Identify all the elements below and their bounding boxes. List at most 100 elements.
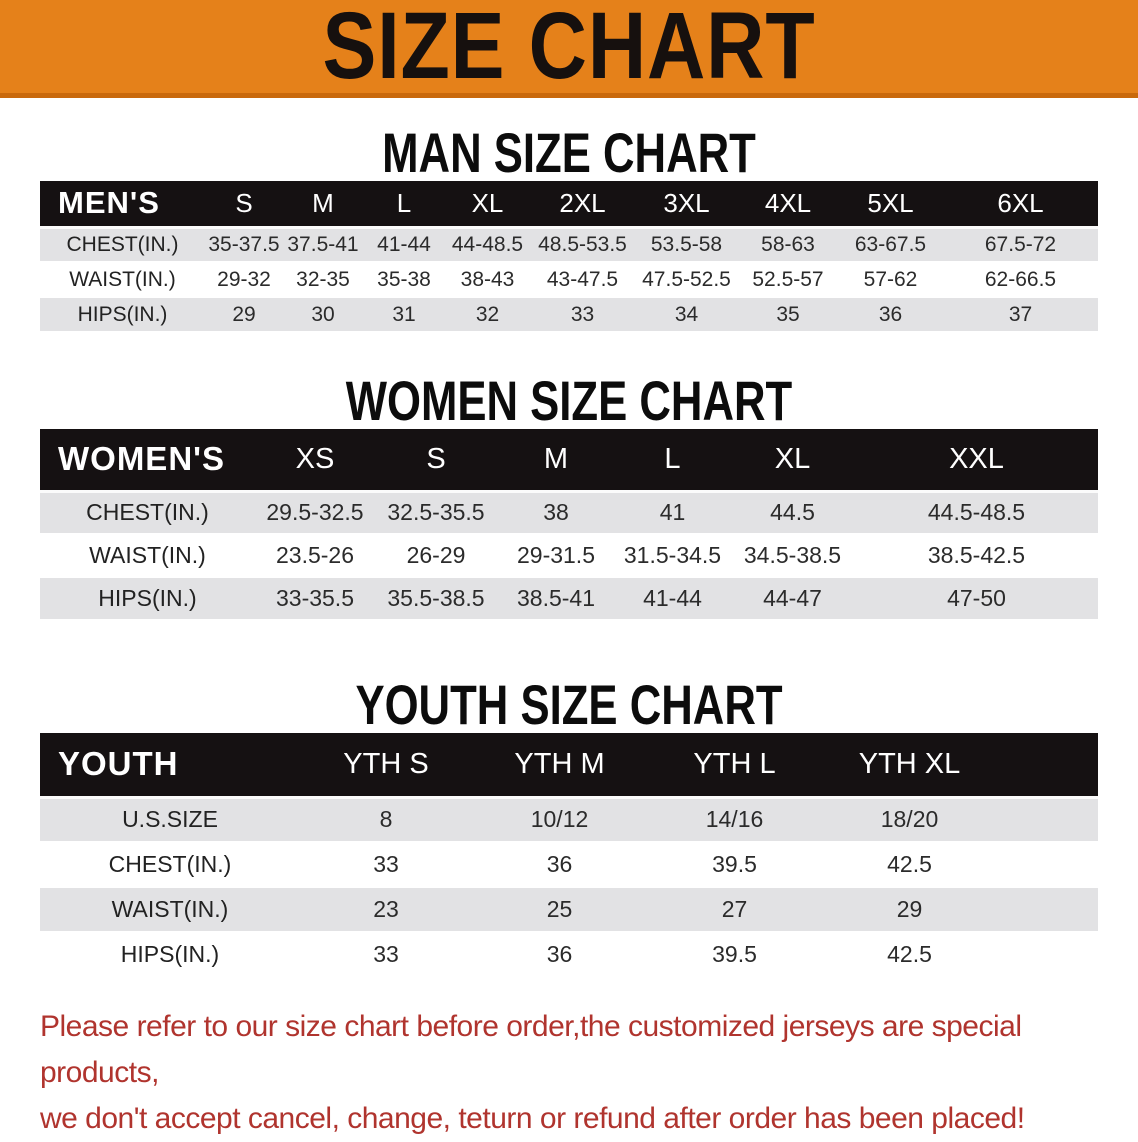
size-cell: 42.5 <box>822 932 997 978</box>
size-cell: 10/12 <box>472 795 647 843</box>
youth-header-row: YOUTH YTH S YTH M YTH L YTH XL <box>40 733 1098 797</box>
man-size-header: 3XL <box>663 187 710 218</box>
man-corner-label: MEN'S <box>58 185 160 221</box>
size-cell: 23 <box>300 887 472 933</box>
man-header-row: MEN'S S M L XL 2XL 3XL 4XL 5XL 6XL <box>40 181 1098 227</box>
size-cell: 34.5-38.5 <box>730 534 855 578</box>
youth-size-header: YTH L <box>693 747 776 780</box>
size-cell: 32 <box>445 297 530 333</box>
youth-size-section: YOUTH SIZE CHART YOUTH YTH S YTH M YTH L… <box>0 677 1138 978</box>
banner-title: SIZE CHART <box>322 0 816 99</box>
youth-ussize-row: U.S.SIZE 8 10/12 14/16 18/20 <box>40 795 1098 843</box>
size-cell: 30 <box>283 297 363 333</box>
women-corner-label: WOMEN'S <box>58 440 226 478</box>
size-cell: 31.5-34.5 <box>615 534 730 578</box>
man-size-header: 4XL <box>764 187 812 218</box>
size-cell: 31 <box>363 297 445 333</box>
spacer-cell <box>997 842 1098 888</box>
women-size-header: XL <box>774 442 811 475</box>
row-label: HIPS(IN.) <box>40 297 205 333</box>
youth-section-heading: YOUTH SIZE CHART <box>355 673 783 736</box>
size-cell: 35 <box>738 297 838 333</box>
size-cell: 26-29 <box>375 534 497 578</box>
size-cell: 44.5 <box>730 489 855 535</box>
size-cell: 36 <box>472 932 647 978</box>
size-cell: 47-50 <box>855 577 1098 621</box>
size-cell: 18/20 <box>822 795 997 843</box>
size-cell: 29.5-32.5 <box>255 489 375 535</box>
size-cell: 42.5 <box>822 842 997 888</box>
man-size-header: 6XL <box>997 187 1044 218</box>
man-size-header: S <box>235 187 253 218</box>
size-cell: 27 <box>647 887 822 933</box>
man-waist-row: WAIST(IN.) 29-32 32-35 35-38 38-43 43-47… <box>40 262 1098 298</box>
size-cell: 38.5-41 <box>497 577 615 621</box>
size-cell: 35-38 <box>363 262 445 298</box>
size-cell: 63-67.5 <box>838 225 943 263</box>
spacer-cell <box>997 887 1098 933</box>
size-cell: 36 <box>472 842 647 888</box>
size-cell: 57-62 <box>838 262 943 298</box>
women-header-row: WOMEN'S XS S M L XL XXL <box>40 429 1098 491</box>
man-size-header: 5XL <box>867 187 914 218</box>
size-cell: 41 <box>615 489 730 535</box>
size-cell: 44-48.5 <box>445 225 530 263</box>
row-label: WAIST(IN.) <box>40 534 255 578</box>
size-cell: 43-47.5 <box>530 262 635 298</box>
size-cell: 44-47 <box>730 577 855 621</box>
row-label: WAIST(IN.) <box>40 887 300 933</box>
size-cell: 35.5-38.5 <box>375 577 497 621</box>
youth-corner-label: YOUTH <box>58 745 179 783</box>
man-chest-row: CHEST(IN.) 35-37.5 37.5-41 41-44 44-48.5… <box>40 225 1098 263</box>
youth-size-header: YTH M <box>514 747 605 780</box>
size-cell: 53.5-58 <box>635 225 738 263</box>
size-cell: 37.5-41 <box>283 225 363 263</box>
row-label: U.S.SIZE <box>40 795 300 843</box>
size-cell: 29-32 <box>205 262 283 298</box>
size-cell: 29 <box>205 297 283 333</box>
size-cell: 41-44 <box>615 577 730 621</box>
man-size-header: XL <box>471 187 504 218</box>
youth-waist-row: WAIST(IN.) 23 25 27 29 <box>40 887 1098 933</box>
youth-hips-row: HIPS(IN.) 33 36 39.5 42.5 <box>40 932 1098 978</box>
man-size-header: M <box>312 187 334 218</box>
size-cell: 39.5 <box>647 842 822 888</box>
size-cell: 39.5 <box>647 932 822 978</box>
row-label: WAIST(IN.) <box>40 262 205 298</box>
man-hips-row: HIPS(IN.) 29 30 31 32 33 34 35 36 37 <box>40 297 1098 333</box>
youth-size-header: YTH S <box>343 747 429 780</box>
size-cell: 52.5-57 <box>738 262 838 298</box>
size-cell: 29 <box>822 887 997 933</box>
women-size-header: S <box>426 442 446 475</box>
size-cell: 33 <box>300 932 472 978</box>
women-chest-row: CHEST(IN.) 29.5-32.5 32.5-35.5 38 41 44.… <box>40 489 1098 535</box>
youth-size-header: YTH XL <box>858 747 961 780</box>
women-size-header: L <box>664 442 681 475</box>
spacer-cell <box>997 795 1098 843</box>
women-waist-row: WAIST(IN.) 23.5-26 26-29 29-31.5 31.5-34… <box>40 534 1098 578</box>
man-size-header: 2XL <box>559 187 606 218</box>
man-size-table: MEN'S S M L XL 2XL 3XL 4XL 5XL 6XL CHEST… <box>40 181 1098 333</box>
row-label: CHEST(IN.) <box>40 489 255 535</box>
size-cell: 35-37.5 <box>205 225 283 263</box>
size-cell: 58-63 <box>738 225 838 263</box>
size-cell: 48.5-53.5 <box>530 225 635 263</box>
size-cell: 29-31.5 <box>497 534 615 578</box>
size-cell: 38 <box>497 489 615 535</box>
size-cell: 36 <box>838 297 943 333</box>
size-cell: 32-35 <box>283 262 363 298</box>
size-cell: 37 <box>943 297 1098 333</box>
man-size-header: L <box>396 187 412 218</box>
size-cell: 38.5-42.5 <box>855 534 1098 578</box>
women-size-table: WOMEN'S XS S M L XL XXL CHEST(IN.) 29.5-… <box>40 429 1098 621</box>
women-section-heading: WOMEN SIZE CHART <box>345 369 793 432</box>
size-cell: 41-44 <box>363 225 445 263</box>
row-label: CHEST(IN.) <box>40 225 205 263</box>
youth-size-table: YOUTH YTH S YTH M YTH L YTH XL U.S.SIZE … <box>40 733 1098 978</box>
man-size-section: MAN SIZE CHART MEN'S S M L XL 2XL 3XL 4X… <box>0 125 1138 333</box>
size-cell: 25 <box>472 887 647 933</box>
women-hips-row: HIPS(IN.) 33-35.5 35.5-38.5 38.5-41 41-4… <box>40 577 1098 621</box>
banner: SIZE CHART <box>0 0 1138 98</box>
size-cell: 47.5-52.5 <box>635 262 738 298</box>
